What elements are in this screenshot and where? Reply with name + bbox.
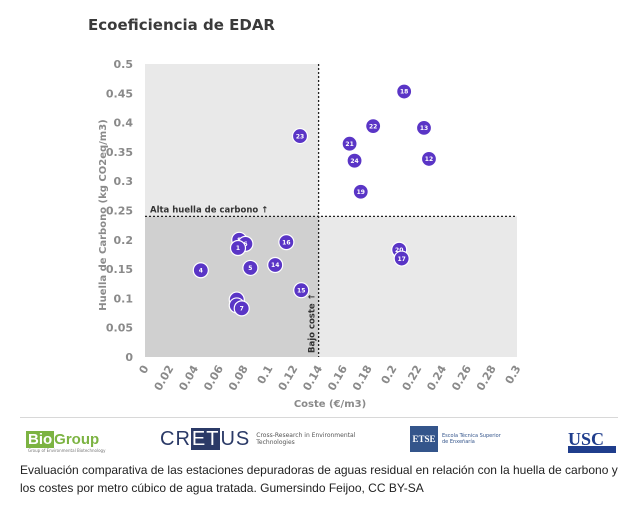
etse-logo-description: Escola Técnica Superior de Enxeñaría	[442, 433, 501, 445]
x-tick-label: 0.18	[350, 363, 375, 393]
x-tick-label: 0.12	[276, 363, 301, 393]
data-point	[396, 83, 413, 100]
data-point	[420, 150, 438, 168]
x-tick-label: 0.06	[201, 363, 226, 393]
x-tick-label: 0.14	[300, 363, 325, 393]
annotation-high-footprint: Alta huella de carbono ↑	[150, 205, 268, 215]
x-tick-label: 0.1	[255, 363, 276, 386]
data-point	[365, 118, 382, 135]
data-point-label: 22	[369, 123, 377, 130]
y-tick-label: 0	[125, 351, 133, 364]
cretus-logo-pre: CR	[160, 427, 191, 450]
cretus-logo-post: US	[220, 427, 251, 450]
biogroup-logo: Bio Group Group of Environmental Biotechn…	[26, 426, 105, 453]
y-tick-label: 0.2	[114, 234, 134, 247]
chart-title: Ecoeficiencia de EDAR	[88, 16, 275, 34]
data-point	[229, 239, 247, 257]
y-tick-label: 0.1	[114, 292, 134, 305]
data-point	[393, 250, 410, 267]
data-point-label: 6	[243, 241, 247, 248]
y-tick-label: 0.35	[106, 146, 133, 159]
x-tick-label: 0.26	[449, 363, 474, 393]
data-point-label: 16	[282, 239, 290, 246]
data-point	[267, 256, 284, 274]
data-point-label: 17	[398, 256, 406, 263]
cretus-logo: CRETUS Cross-Research in Environmental T…	[160, 426, 366, 452]
y-tick-label: 0.45	[106, 87, 133, 100]
cretus-logo-word: CRETUS	[160, 427, 251, 451]
y-tick-label: 0.4	[114, 117, 134, 130]
logo-bar: Bio Group Group of Environmental Biotechn…	[20, 417, 618, 458]
x-tick-label: 0.04	[176, 363, 201, 393]
etse-logo-mark: ETSE	[410, 426, 438, 452]
data-point-label: 23	[296, 133, 304, 140]
annotation-low-cost: Bajo coste ↑	[308, 293, 318, 353]
biogroup-logo-subtitle: Group of Environmental Biotechnology	[28, 448, 106, 453]
x-tick-label: 0.2	[379, 363, 400, 386]
data-point-label: 1	[236, 245, 240, 252]
biogroup-logo-bio: Bio	[26, 430, 55, 448]
x-axis-label: Coste (€/m3)	[294, 399, 366, 410]
usc-logo-band	[568, 446, 616, 453]
cretus-logo-boxed: ET	[190, 427, 221, 450]
usc-logo: USC	[568, 426, 616, 453]
biogroup-logo-group: Group	[54, 430, 100, 448]
data-point	[346, 152, 363, 169]
data-point	[233, 300, 250, 317]
figure-caption: Evaluación comparativa de las estaciones…	[20, 463, 618, 495]
data-point-label: 12	[425, 156, 433, 163]
data-point-label: 13	[420, 125, 428, 132]
cretus-logo-description: Cross-Research in Environmental Technolo…	[256, 432, 356, 446]
quadrant-low-footprint-high-cost	[318, 216, 517, 357]
data-point-label: 21	[345, 141, 353, 148]
data-point	[242, 259, 259, 277]
x-tick-label: 0.22	[400, 363, 425, 393]
data-point-label: 19	[357, 189, 365, 196]
y-tick-label: 0.5	[114, 58, 134, 71]
quadrant-high-footprint-low-cost	[145, 64, 319, 217]
data-point-label: 14	[271, 262, 279, 269]
plot-area: Alta huella de carbono ↑Bajo coste ↑00.0…	[106, 58, 524, 393]
data-point-label: 7	[240, 306, 244, 313]
data-point-label: 4	[199, 267, 203, 274]
y-tick-label: 0.3	[114, 175, 134, 188]
data-point	[278, 234, 295, 251]
data-point	[293, 282, 310, 299]
data-point-label: 18	[400, 89, 408, 96]
data-point	[352, 183, 369, 200]
usc-logo-mark: USC	[568, 429, 605, 449]
etse-logo: ETSE Escola Técnica Superior de Enxeñarí…	[410, 426, 502, 452]
data-point	[415, 119, 433, 136]
data-point-label: 20	[395, 247, 403, 254]
x-tick-label: 0.28	[474, 363, 499, 393]
y-tick-label: 0.15	[106, 263, 133, 276]
x-tick-label: 0.24	[424, 363, 449, 393]
y-tick-label: 0.25	[106, 205, 133, 218]
x-tick-label: 0.08	[226, 363, 251, 393]
x-tick-label: 0.16	[325, 363, 350, 393]
y-tick-label: 0.05	[106, 322, 133, 335]
data-point-label: 24	[350, 158, 358, 165]
data-point	[192, 262, 209, 279]
data-point	[341, 135, 358, 152]
x-tick-label: 0.02	[152, 363, 177, 393]
data-point-label: 15	[297, 287, 305, 294]
x-tick-label: 0.3	[503, 363, 524, 386]
y-axis-label: Huella de Carbono (kg CO2eq/m3)	[98, 119, 109, 311]
data-point	[291, 127, 309, 145]
x-tick-label: 0	[137, 363, 152, 376]
scatter-chart: Ecoeficiencia de EDAR Alta huella de car…	[88, 16, 524, 410]
data-point-label: 5	[248, 265, 252, 272]
